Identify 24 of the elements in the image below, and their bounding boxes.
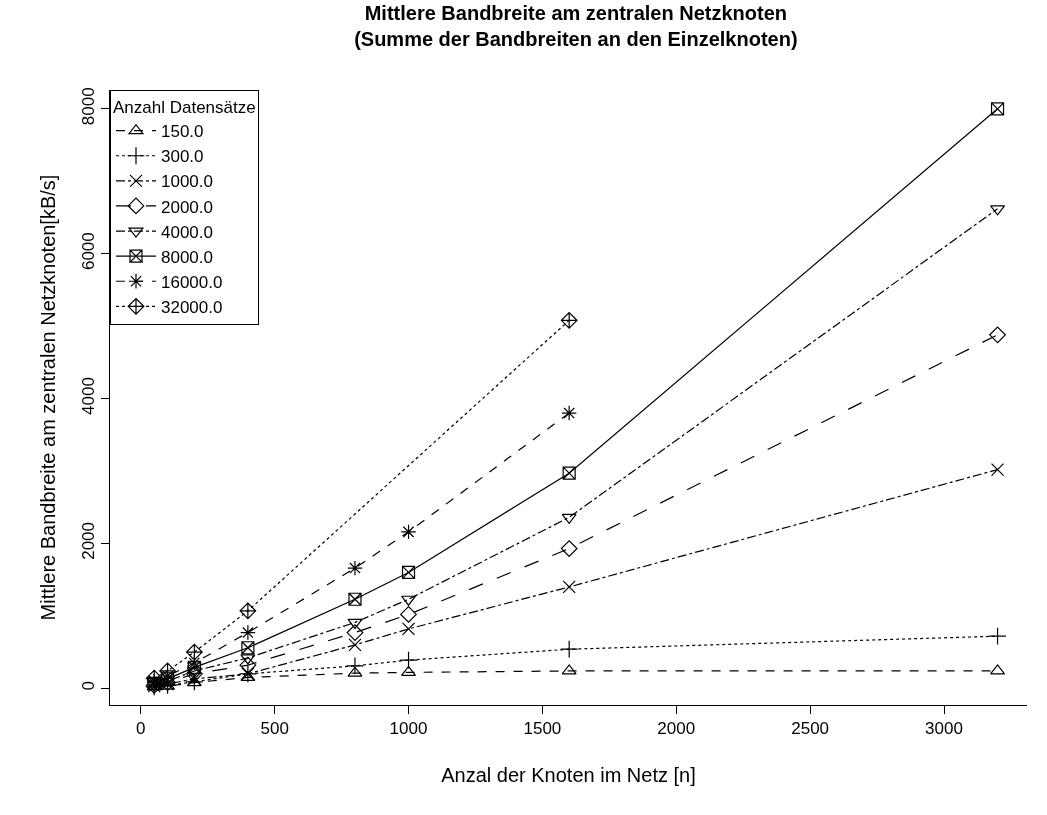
legend-label: 1000.0 (161, 172, 213, 192)
x-tick-label: 500 (260, 719, 289, 739)
x-tick-label: 1500 (523, 719, 562, 739)
y-tick-label: 6000 (79, 232, 99, 271)
legend-label: 150.0 (161, 122, 204, 142)
y-tick-label: 2000 (79, 522, 99, 560)
legend-label: 16000.0 (161, 272, 223, 292)
legend-label: 8000.0 (161, 247, 213, 267)
legend-label: 32000.0 (161, 297, 223, 317)
x-tick-label: 2500 (791, 719, 830, 739)
legend-label: 4000.0 (161, 222, 213, 242)
x-tick-label: 0 (136, 719, 146, 739)
legend-label: 300.0 (161, 147, 204, 167)
legend-label: 2000.0 (161, 197, 213, 217)
x-axis-title: Anzal der Knoten im Netz [n] (441, 763, 696, 786)
y-tick-label: 4000 (79, 377, 99, 415)
chart-title: Mittlere Bandbreite am zentralen Netzknoten (Summe der Bandbreiten an den Einzelknoten) (354, 2, 798, 51)
y-axis-title: Mittlere Bandbreite am zentralen Netzknoten[kB/s] (36, 174, 59, 621)
x-tick-label: 2000 (657, 719, 696, 739)
y-tick-label: 8000 (79, 87, 99, 126)
x-tick-label: 3000 (925, 719, 963, 739)
y-tick-label: 0 (79, 681, 99, 691)
legend-title: Anzahl Datensätze (113, 98, 256, 118)
x-tick-label: 1000 (389, 719, 428, 739)
